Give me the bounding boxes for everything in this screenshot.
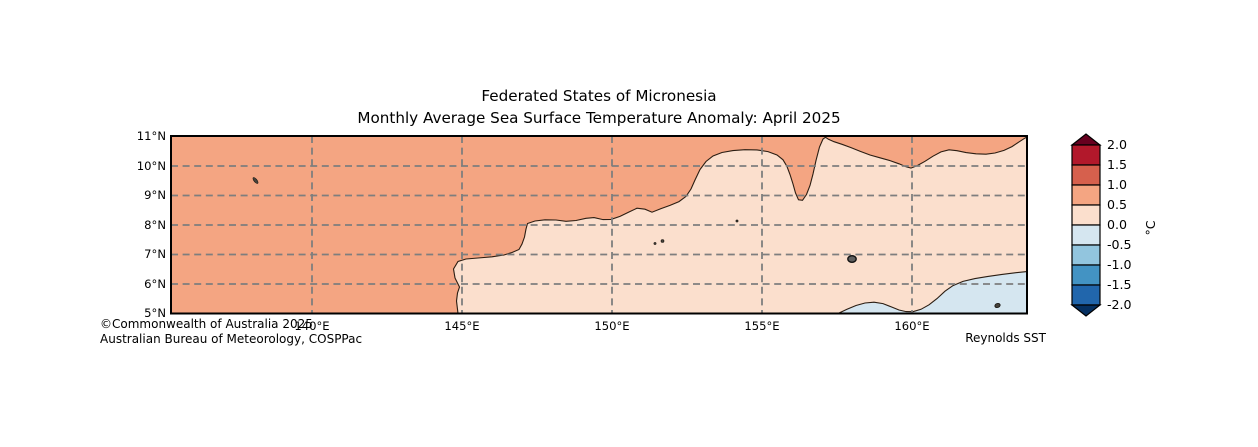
colorbar-unit-label: °C [1143,220,1158,236]
colorbar-tick-n20: -2.0 [1107,297,1132,312]
anomaly-region-n05-00 [838,271,1027,314]
copyright-line-1: ©Commonwealth of Australia 2025 [100,317,313,331]
islands [252,177,1001,309]
colorbar-arrow-under [1070,304,1102,317]
colorbar-tick-n10: -1.0 [1107,257,1132,272]
x-tick-label-145e: 145°E [444,319,480,333]
figure-subtitle: Monthly Average Sea Surface Temperature … [357,109,841,127]
figure-title: Federated States of Micronesia [481,87,717,105]
x-tick-label-155e: 155°E [744,319,780,333]
colorbar-segment-00-05 [1071,204,1101,226]
island-dot-kosrae [994,302,1001,309]
colorbar-segment-n20-n15 [1071,284,1101,306]
island-dot-oroluk [735,219,739,223]
colorbar-tick-15: 1.5 [1107,157,1128,172]
colorbar-segment-15-20 [1071,144,1101,166]
colorbar-tick-n05: -0.5 [1107,237,1132,252]
y-tick-label-6n: 6°N [144,276,166,291]
y-tick-label-9n: 9°N [144,188,166,202]
colorbar-tick-10: 1.0 [1107,177,1128,192]
x-tick-label-140e: 140°E [294,319,330,333]
island-dot-chuuk-a [653,242,657,245]
colorbar-segment-n10-n05 [1071,244,1101,266]
gridlines [171,136,1027,314]
island-dot-yap [252,177,259,184]
y-tick-label-10n: 10°N [136,158,166,173]
colorbar-tick-n15: -1.5 [1107,277,1132,292]
y-tick-label-8n: 8°N [144,217,166,232]
colorbar [1070,133,1102,317]
colorbar-segment-05-10 [1071,184,1101,206]
y-tick-label-11n: 11°N [136,129,166,143]
x-tick-label-160e: 160°E [894,319,930,333]
colorbar-tick-20: 2.0 [1107,137,1128,152]
island-dot-chuuk-b [660,239,665,243]
x-tick-label-150e: 150°E [594,319,630,333]
island-dot-pohnpei [847,254,857,263]
y-tick-label-7n: 7°N [144,247,166,261]
contour-line-00 [837,271,1028,314]
colorbar-segment-n15-n10 [1071,264,1101,286]
colorbar-arrow-over [1070,133,1102,146]
colorbar-segment-n05-00 [1071,224,1101,246]
anomaly-region-05-10 [171,136,1027,314]
y-tick-label-5n: 5°N [144,306,166,320]
map-border [170,135,1028,315]
copyright-line-2: Australian Bureau of Meteorology, COSPPa… [100,332,363,346]
data-source-label: Reynolds SST [965,331,1046,345]
colorbar-tick-05: 0.5 [1107,197,1128,212]
colorbar-tick-00: 0.0 [1107,217,1128,232]
colorbar-segment-10-15 [1071,164,1101,186]
